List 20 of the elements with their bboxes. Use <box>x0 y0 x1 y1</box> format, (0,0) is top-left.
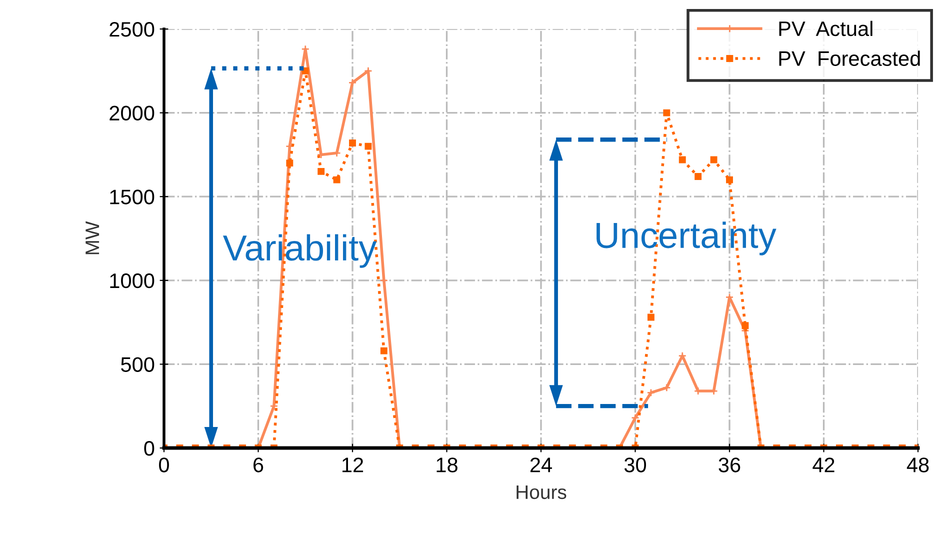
x-tick-label: 36 <box>718 458 740 472</box>
x-tick-label: 12 <box>342 458 364 472</box>
legend-label: PV Forecasted <box>779 50 920 66</box>
y-tick-label: 1500 <box>110 190 154 204</box>
y-axis-title: MW <box>86 221 100 254</box>
x-tick-label: 18 <box>436 458 458 472</box>
y-tick-label: 1000 <box>110 273 154 288</box>
x-tick-label: 42 <box>812 458 834 472</box>
x-axis-title: Hours <box>516 485 566 500</box>
y-tick-label: 2000 <box>110 106 154 121</box>
legend-label: PV Actual <box>779 20 872 36</box>
annotation: Uncertainty <box>596 222 776 256</box>
x-tick-label: 6 <box>254 458 264 472</box>
x-tick-label: 48 <box>906 458 929 472</box>
y-tick-label: 500 <box>121 357 154 372</box>
x-tick-label: 24 <box>530 458 552 472</box>
x-tick-label: 30 <box>624 458 646 472</box>
x-tick-label: 0 <box>159 458 169 472</box>
y-tick-label: 2500 <box>110 22 154 37</box>
y-tick-label: 0 <box>144 441 154 456</box>
